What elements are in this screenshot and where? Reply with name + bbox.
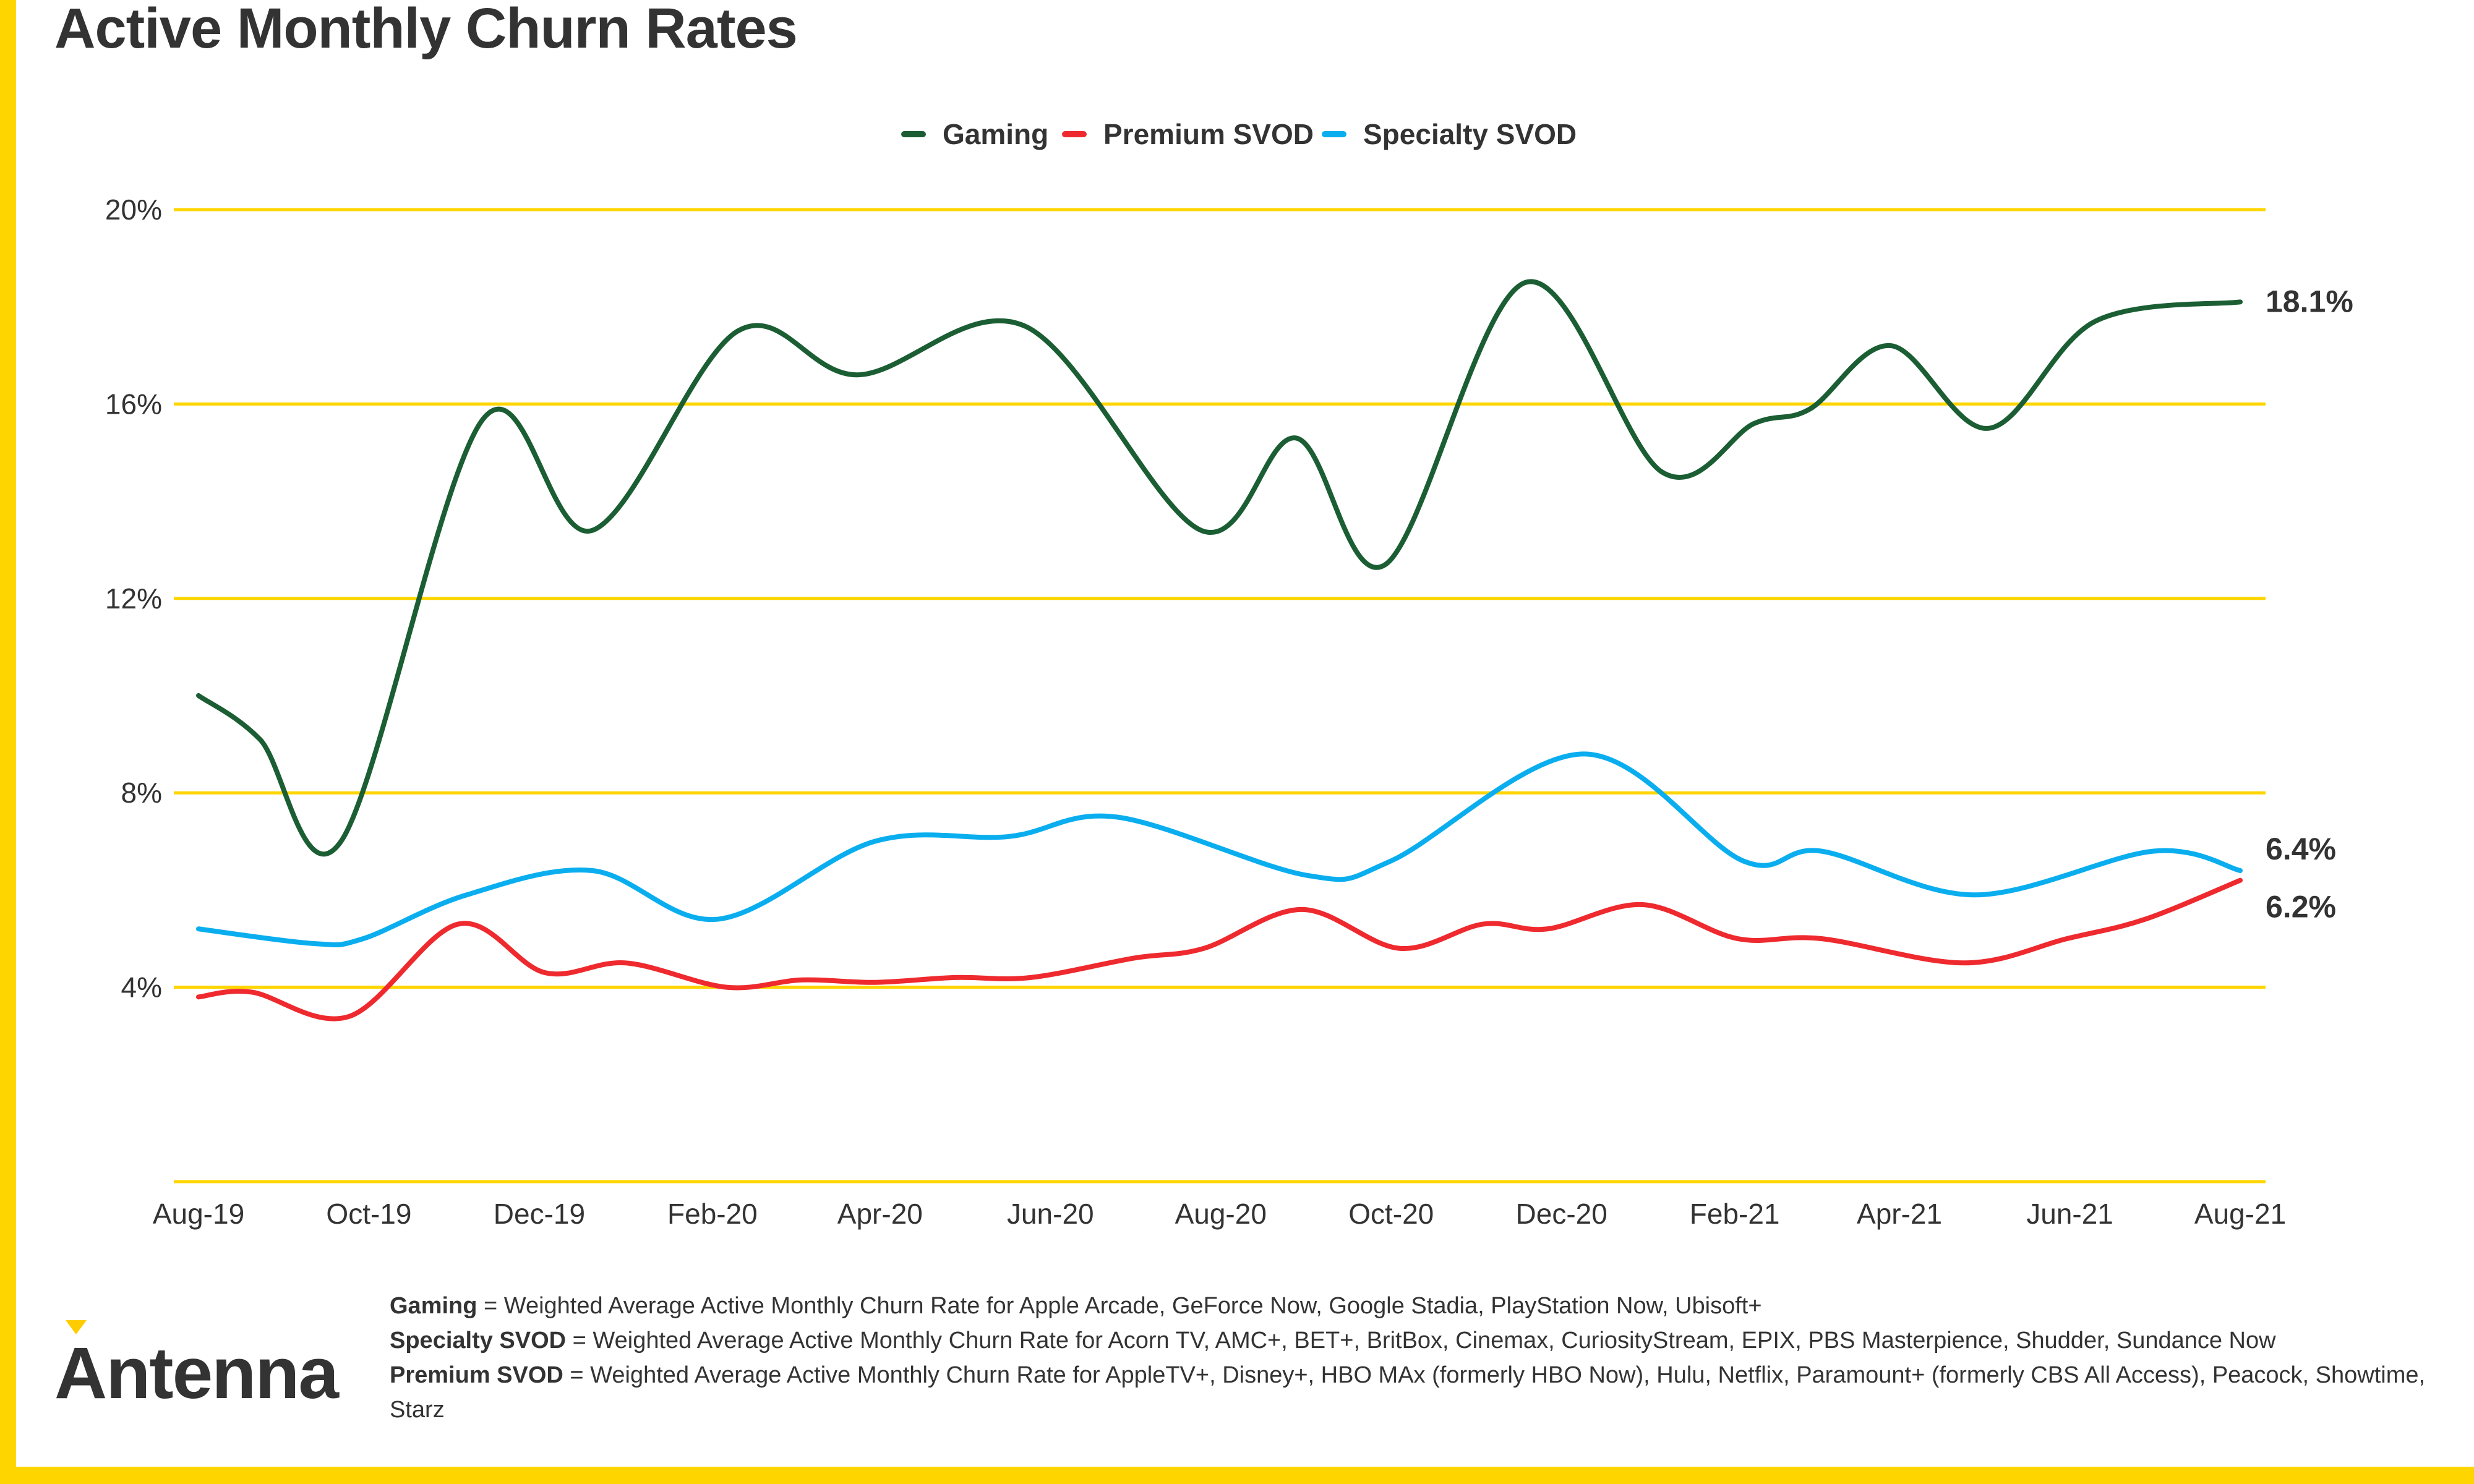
y-tick-label: 20% <box>105 194 162 226</box>
x-tick-label: Jun-21 <box>2026 1198 2113 1230</box>
x-tick-label: Aug-20 <box>1175 1198 1267 1230</box>
left-border <box>0 0 16 1484</box>
footnote-text: = Weighted Average Active Monthly Churn … <box>477 1293 1762 1319</box>
footnote-specialty: Specialty SVOD = Weighted Average Active… <box>390 1323 2431 1358</box>
x-tick-label: Feb-20 <box>667 1198 758 1230</box>
x-tick-label: Dec-20 <box>1516 1198 1607 1230</box>
x-tick-label: Feb-21 <box>1690 1198 1780 1230</box>
end-value-label: 18.1% <box>2266 284 2353 318</box>
x-tick-label: Dec-19 <box>494 1198 585 1230</box>
footnote-gaming: Gaming = Weighted Average Active Monthly… <box>390 1289 2431 1323</box>
x-tick-label: Aug-19 <box>153 1198 244 1230</box>
x-tick-label: Jun-20 <box>1007 1198 1094 1230</box>
footnote-term: Premium SVOD <box>390 1362 563 1388</box>
x-tick-label: Apr-20 <box>837 1198 923 1230</box>
footnote-term: Gaming <box>390 1293 477 1319</box>
series-line-specialty-svod <box>196 751 2243 947</box>
y-tick-label: 8% <box>121 777 162 809</box>
logo-triangle-icon <box>66 1320 87 1334</box>
y-tick-label: 12% <box>105 582 162 615</box>
y-tick-label: 4% <box>121 971 162 1004</box>
x-tick-label: Aug-21 <box>2194 1198 2286 1230</box>
x-tick-label: Oct-19 <box>326 1198 411 1230</box>
legend-label: Gaming <box>943 118 1048 150</box>
footnotes: Gaming = Weighted Average Active Monthly… <box>390 1289 2431 1427</box>
end-value-label: 6.4% <box>2266 832 2336 866</box>
legend-label: Specialty SVOD <box>1363 118 1577 150</box>
bottom-border <box>0 1467 2474 1484</box>
footnote-text: = Weighted Average Active Monthly Churn … <box>390 1362 2426 1423</box>
series-line-premium-svod <box>196 877 2243 1021</box>
series-line-gaming <box>196 279 2243 857</box>
y-tick-label: 16% <box>105 388 162 420</box>
footnote-term: Specialty SVOD <box>390 1328 567 1354</box>
footnote-premium: Premium SVOD = Weighted Average Active M… <box>390 1358 2431 1427</box>
legend-label: Premium SVOD <box>1103 118 1314 150</box>
end-value-label: 6.2% <box>2266 890 2336 924</box>
x-tick-label: Oct-20 <box>1348 1198 1434 1230</box>
logo-text: Antenna <box>54 1333 339 1414</box>
chart-title: Active Monthly Churn Rates <box>54 0 798 60</box>
x-tick-label: Apr-21 <box>1857 1198 1942 1230</box>
footnote-text: = Weighted Average Active Monthly Churn … <box>566 1328 2276 1354</box>
